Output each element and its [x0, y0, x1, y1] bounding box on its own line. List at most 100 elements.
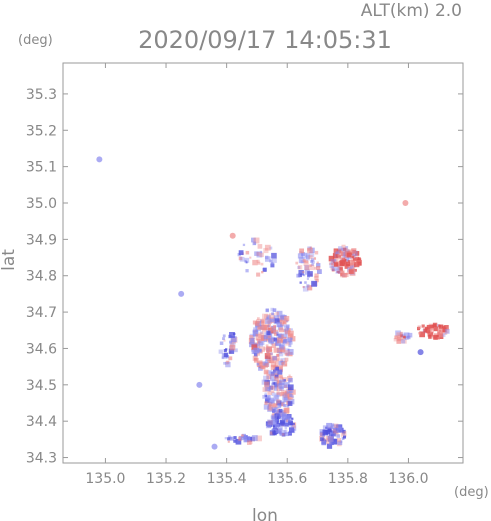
data-cell: [257, 338, 262, 344]
data-cell: [252, 241, 257, 246]
data-cell: [266, 350, 270, 355]
data-cell: [283, 382, 290, 388]
data-cell: [273, 337, 278, 342]
data-cell: [326, 443, 333, 449]
data-cell: [303, 274, 306, 277]
data-cell: [349, 262, 354, 268]
data-cell: [271, 420, 277, 426]
data-cell: [401, 339, 406, 344]
data-cell: [280, 315, 285, 320]
x-axis-label: lon: [252, 506, 278, 521]
data-cell: [342, 429, 346, 434]
data-cell: [345, 245, 349, 249]
data-cell: [290, 328, 293, 331]
data-cell: [275, 429, 280, 434]
data-cell: [276, 421, 279, 424]
data-cell: [329, 262, 335, 268]
data-cell: [261, 319, 266, 325]
data-cell: [436, 334, 439, 338]
data-cell: [276, 322, 282, 328]
data-cell: [259, 366, 262, 370]
data-cell: [238, 436, 243, 441]
y-axis-label: lat: [0, 249, 19, 271]
data-cell: [287, 431, 292, 436]
x-axis: 135.0 135.2 135.4 135.6 135.8 136.0: [85, 63, 429, 487]
data-cell: [276, 337, 283, 344]
data-cell: [281, 400, 285, 404]
data-cell: [321, 434, 325, 438]
data-cell: [334, 431, 339, 436]
data-cell: [302, 285, 305, 289]
data-cell: [263, 335, 268, 340]
data-cell: [417, 325, 422, 329]
data-cell: [276, 347, 283, 354]
data-cell: [263, 369, 269, 375]
data-cell: [345, 264, 349, 268]
data-cell: [256, 435, 262, 442]
data-cell: [346, 252, 352, 258]
data-cell: [284, 418, 287, 421]
data-cell: [253, 342, 258, 346]
data-cell: [399, 331, 403, 335]
data-cell: [342, 435, 347, 439]
data-cell: [320, 437, 324, 442]
data-cell: [270, 263, 275, 268]
data-cell: [292, 423, 295, 426]
data-cell: [331, 438, 338, 445]
data-cell: [283, 392, 287, 396]
data-cell: [336, 434, 340, 438]
data-cell: [263, 404, 270, 410]
data-cell: [278, 319, 283, 323]
data-cell: [270, 371, 275, 376]
data-cell: [332, 429, 338, 434]
data-cell: [265, 363, 269, 368]
data-cell: [271, 420, 277, 426]
data-cell: [342, 272, 347, 278]
data-cell: [341, 244, 346, 249]
data-cell: [252, 259, 258, 266]
data-cell: [271, 392, 276, 397]
data-cell: [299, 248, 304, 254]
data-cell: [281, 362, 284, 365]
data-cell: [281, 341, 284, 344]
data-cell: [286, 418, 290, 423]
data-cell: [337, 251, 343, 257]
data-cell: [278, 374, 283, 379]
data-cell: [252, 331, 259, 337]
data-cell: [301, 252, 308, 259]
data-cell: [328, 255, 335, 262]
data-cell: [223, 361, 226, 365]
data-cell: [291, 395, 295, 398]
data-cell: [273, 324, 277, 328]
data-cell: [314, 250, 319, 255]
data-cell: [321, 440, 327, 446]
data-cell: [271, 407, 276, 412]
data-cell: [274, 423, 279, 428]
data-cell: [308, 252, 315, 258]
data-cell: [276, 358, 280, 362]
data-cell: [277, 425, 283, 431]
data-cell: [316, 263, 321, 268]
data-cell: [265, 396, 270, 401]
data-cell: [263, 347, 267, 351]
data-cell: [349, 263, 355, 270]
data-cell: [251, 337, 255, 341]
data-cell: [270, 307, 275, 312]
data-cell: [253, 347, 260, 354]
data-cell: [240, 436, 245, 441]
data-cell: [284, 407, 290, 413]
data-cell: [288, 419, 291, 423]
data-cell: [256, 317, 260, 321]
data-cell: [271, 414, 277, 420]
data-cell: [251, 344, 258, 350]
data-cell: [288, 420, 293, 426]
data-cell: [337, 440, 343, 446]
data-cell: [437, 331, 443, 338]
data-cell: [350, 256, 355, 262]
data-cell: [278, 408, 283, 413]
data-cell: [282, 394, 288, 400]
data-cell: [282, 333, 288, 339]
data-cell: [315, 278, 319, 283]
data-cell: [271, 343, 277, 348]
data-cell: [274, 383, 279, 388]
